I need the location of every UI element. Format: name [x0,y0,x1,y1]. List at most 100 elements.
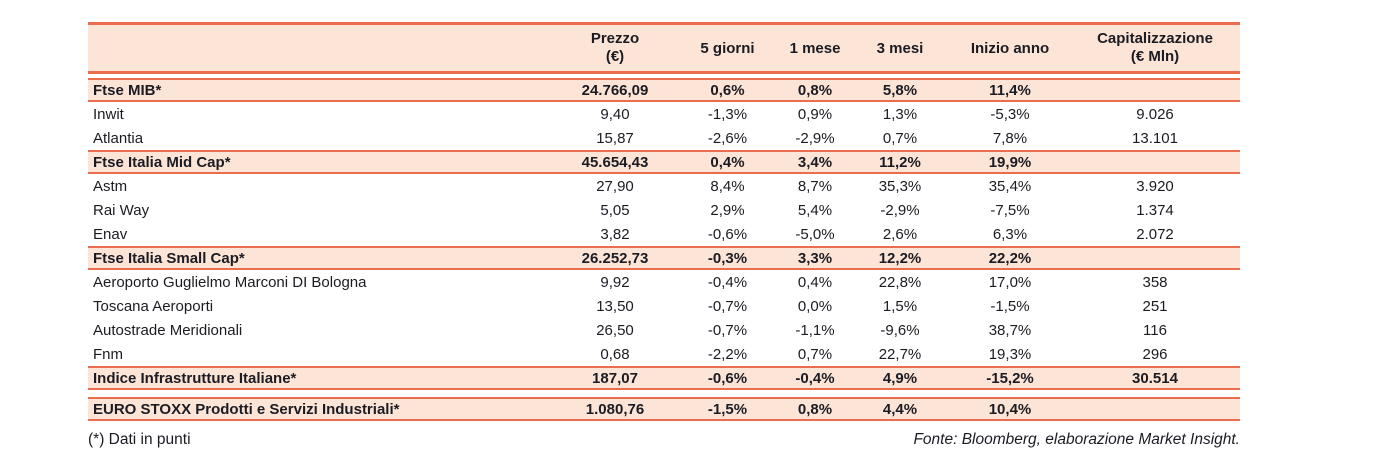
row-prezzo-cell: 26,50 [596,321,634,339]
row-capitalizzazione-cell: 13.101 [1132,129,1178,147]
header-5-giorni: 5 giorni [700,39,755,57]
row-name-cell: Ftse MIB* [93,81,162,99]
row-1-mese-cell: 3,4% [797,153,833,171]
stock-row: Enav 3,82 -0,6% -5,0% 2,6% 6,3% 2.072 [88,222,1240,246]
row-3-mesi-cell: 12,2% [878,249,922,267]
row-capitalizzazione-cell: 2.072 [1136,225,1174,243]
row-prezzo-cell: 45.654,43 [581,153,649,171]
row-3-mesi-cell: -9,6% [880,321,920,339]
row-5-giorni-cell: 2,9% [710,201,745,219]
row-5-giorni-cell: -0,3% [707,249,748,267]
source-note: Fonte: Bloomberg, elaborazione Market In… [913,431,1240,448]
row-1-mese-cell: 0,0% [797,297,833,315]
row-capitalizzazione-cell: 358 [1142,273,1168,291]
index-row: Ftse Italia Small Cap* 26.252,73 -0,3% 3,3%… [88,246,1240,270]
stock-row: Atlantia 15,87 -2,6% -2,9% 0,7% 7,8% 13.101 [88,126,1240,150]
row-name-cell: Atlantia [93,129,144,147]
header-prezzo: Prezzo (€) [555,30,675,66]
index-row: Indice Infrastrutture Italiane* 187,07 -0,… [88,366,1240,390]
header-cap-line1: Capitalizzazione [1097,30,1213,47]
row-5-giorni-cell: 0,4% [710,153,745,171]
row-inizio-anno-cell: -15,2% [986,369,1034,387]
stock-row: Inwit 9,40 -1,3% 0,9% 1,3% -5,3% 9.026 [88,102,1240,126]
row-3-mesi-cell: 1,5% [882,297,918,315]
row-3-mesi-cell: 5,8% [882,81,918,99]
footnote-dati-in-punti: (*) Dati in punti [88,431,191,448]
row-name-cell: Ftse Italia Mid Cap* [93,153,231,171]
row-prezzo-cell: 5,05 [600,201,630,219]
row-1-mese-cell: 0,9% [797,105,833,123]
stock-row: Fnm 0,68 -2,2% 0,7% 22,7% 19,3% 296 [88,342,1240,366]
header-1-mese: 1 mese [789,39,841,57]
row-3-mesi-cell: 2,6% [882,225,918,243]
row-name-cell: Fnm [93,345,123,363]
stock-row: Autostrade Meridionali 26,50 -0,7% -1,1% -9,… [88,318,1240,342]
row-prezzo-cell: 187,07 [592,369,638,387]
row-1-mese-cell: -5,0% [795,225,835,243]
header-3-mesi: 3 mesi [876,39,924,57]
row-5-giorni-cell: -1,5% [707,400,748,418]
row-prezzo-cell: 9,92 [600,273,630,291]
row-inizio-anno-cell: -5,3% [990,105,1030,123]
row-name-cell: Inwit [93,105,124,123]
row-capitalizzazione-cell: 3.920 [1136,177,1174,195]
row-capitalizzazione-cell: 30.514 [1132,369,1178,387]
table-footer: (*) Dati in punti Fonte: Bloomberg, elab… [88,431,1240,449]
row-capitalizzazione-cell: 251 [1142,297,1168,315]
row-3-mesi-cell: 0,7% [882,129,918,147]
row-3-mesi-cell: 4,4% [882,400,918,418]
row-5-giorni-cell: -2,6% [707,129,748,147]
row-prezzo-cell: 9,40 [600,105,630,123]
stock-row: Aeroporto Guglielmo Marconi DI Bologna 9,… [88,270,1240,294]
row-5-giorni-cell: -0,6% [707,225,748,243]
row-name-cell: Aeroporto Guglielmo Marconi DI Bologna [93,273,367,291]
header-prezzo-line1: Prezzo [590,30,640,47]
row-inizio-anno-cell: 35,4% [988,177,1032,195]
row-inizio-anno-cell: 19,3% [988,345,1032,363]
row-inizio-anno-cell: 19,9% [988,153,1032,171]
row-3-mesi-cell: 1,3% [882,105,918,123]
row-name-cell: Ftse Italia Small Cap* [93,249,245,267]
header-prezzo-line2: (€) [605,48,625,65]
row-name-cell: Autostrade Meridionali [93,321,243,339]
row-1-mese-cell: 0,7% [797,345,833,363]
row-1-mese-cell: -2,9% [795,129,835,147]
header-capitalizzazione: Capitalizzazione (€ Mln) [1070,30,1240,66]
row-prezzo-cell: 15,87 [596,129,634,147]
row-prezzo-cell: 3,82 [600,225,630,243]
header-inizio-anno: Inizio anno [970,39,1050,57]
row-inizio-anno-cell: -7,5% [990,201,1030,219]
row-5-giorni-cell: -0,7% [707,321,748,339]
row-5-giorni-cell: -0,6% [707,369,748,387]
row-5-giorni-cell: -0,7% [707,297,748,315]
row-capitalizzazione-cell: 9.026 [1136,105,1174,123]
row-prezzo-cell: 26.252,73 [581,249,649,267]
row-1-mese-cell: -1,1% [795,321,835,339]
header-cap-line2: (€ Mln) [1130,48,1180,65]
row-5-giorni-cell: -0,4% [707,273,748,291]
row-name-cell: Indice Infrastrutture Italiane* [93,369,297,387]
stock-row: Astm 27,90 8,4% 8,7% 35,3% 35,4% 3.920 [88,174,1240,198]
row-inizio-anno-cell: 17,0% [988,273,1032,291]
index-row: Ftse MIB* 24.766,09 0,6% 0,8% 5,8% 11,4% [88,78,1240,102]
row-inizio-anno-cell: 10,4% [988,400,1032,418]
row-prezzo-cell: 1.080,76 [585,400,645,418]
row-inizio-anno-cell: 11,4% [989,81,1031,99]
row-1-mese-cell: 8,7% [797,177,833,195]
index-row: EURO STOXX Prodotti e Servizi Industrial… [88,397,1240,421]
row-3-mesi-cell: -2,9% [880,201,920,219]
stock-row: Toscana Aeroporti 13,50 -0,7% 0,0% 1,5% -1,5%… [88,294,1240,318]
row-prezzo-cell: 0,68 [600,345,630,363]
row-3-mesi-cell: 22,7% [878,345,922,363]
row-5-giorni-cell: -1,3% [707,105,748,123]
row-inizio-anno-cell: 7,8% [992,129,1028,147]
table-body: Ftse MIB* 24.766,09 0,6% 0,8% 5,8% 11,4% Inwit… [88,78,1240,421]
row-name-cell: Astm [93,177,128,195]
row-name-cell: Toscana Aeroporti [93,297,214,315]
row-inizio-anno-cell: -1,5% [990,297,1030,315]
row-5-giorni-cell: 8,4% [710,177,745,195]
row-3-mesi-cell: 35,3% [878,177,922,195]
row-prezzo-cell: 13,50 [596,297,634,315]
row-3-mesi-cell: 4,9% [882,369,918,387]
table-header-row: Prezzo (€) 5 giorni 1 mese 3 mesi Inizio… [88,22,1240,74]
